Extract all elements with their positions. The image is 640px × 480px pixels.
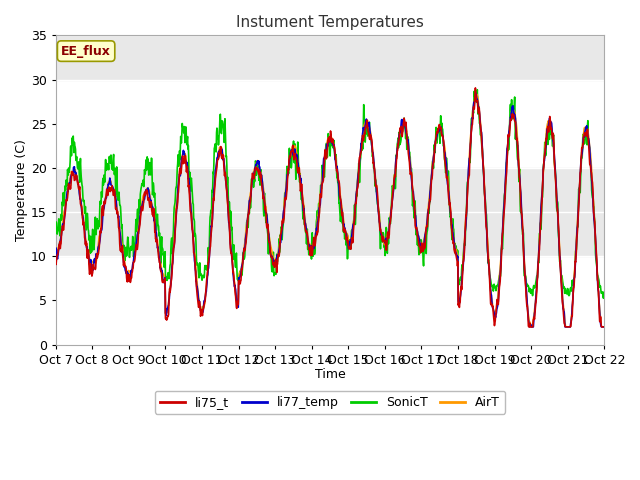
- li75_t: [415, 242, 423, 248]
- X-axis label: Time: Time: [315, 368, 346, 381]
- AirT: [161, 275, 168, 280]
- li75_t: [161, 277, 168, 283]
- Text: EE_flux: EE_flux: [61, 45, 111, 58]
- SonicT: [174, 161, 182, 167]
- li75_t: [174, 199, 182, 205]
- AirT: [600, 324, 608, 330]
- li77_temp: [536, 234, 543, 240]
- Line: li77_temp: li77_temp: [56, 93, 604, 327]
- li75_t: [472, 85, 479, 91]
- li77_temp: [472, 90, 479, 96]
- SonicT: [161, 264, 168, 270]
- Line: AirT: AirT: [56, 95, 604, 327]
- Title: Instument Temperatures: Instument Temperatures: [236, 15, 424, 30]
- AirT: [415, 236, 423, 241]
- li77_temp: [236, 276, 243, 282]
- li77_temp: [174, 192, 182, 198]
- AirT: [236, 273, 243, 278]
- Bar: [56, 168, 604, 256]
- li77_temp: [525, 324, 533, 330]
- li77_temp: [52, 245, 60, 251]
- li75_t: [52, 257, 60, 263]
- SonicT: [600, 295, 607, 301]
- AirT: [473, 92, 481, 97]
- li75_t: [236, 278, 243, 284]
- li75_t: [487, 302, 495, 308]
- Bar: [56, 36, 604, 80]
- AirT: [536, 230, 543, 236]
- SonicT: [415, 252, 423, 258]
- Line: li75_t: li75_t: [56, 88, 604, 327]
- li75_t: [525, 324, 532, 330]
- SonicT: [236, 274, 243, 280]
- SonicT: [600, 289, 608, 295]
- li77_temp: [487, 291, 495, 297]
- li77_temp: [161, 279, 168, 285]
- Line: SonicT: SonicT: [56, 90, 604, 298]
- SonicT: [52, 226, 60, 231]
- li77_temp: [600, 324, 608, 330]
- li75_t: [536, 233, 543, 239]
- AirT: [174, 190, 182, 196]
- li77_temp: [415, 235, 423, 241]
- AirT: [52, 249, 60, 255]
- SonicT: [487, 280, 495, 286]
- AirT: [487, 290, 495, 296]
- SonicT: [474, 87, 481, 93]
- SonicT: [536, 231, 543, 237]
- Legend: li75_t, li77_temp, SonicT, AirT: li75_t, li77_temp, SonicT, AirT: [155, 391, 505, 414]
- AirT: [527, 324, 535, 330]
- Y-axis label: Temperature (C): Temperature (C): [15, 139, 28, 241]
- li75_t: [600, 324, 608, 330]
